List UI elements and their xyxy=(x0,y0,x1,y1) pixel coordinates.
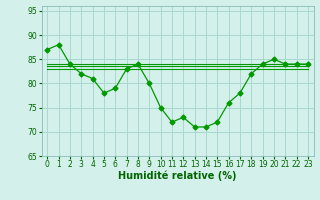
X-axis label: Humidité relative (%): Humidité relative (%) xyxy=(118,171,237,181)
